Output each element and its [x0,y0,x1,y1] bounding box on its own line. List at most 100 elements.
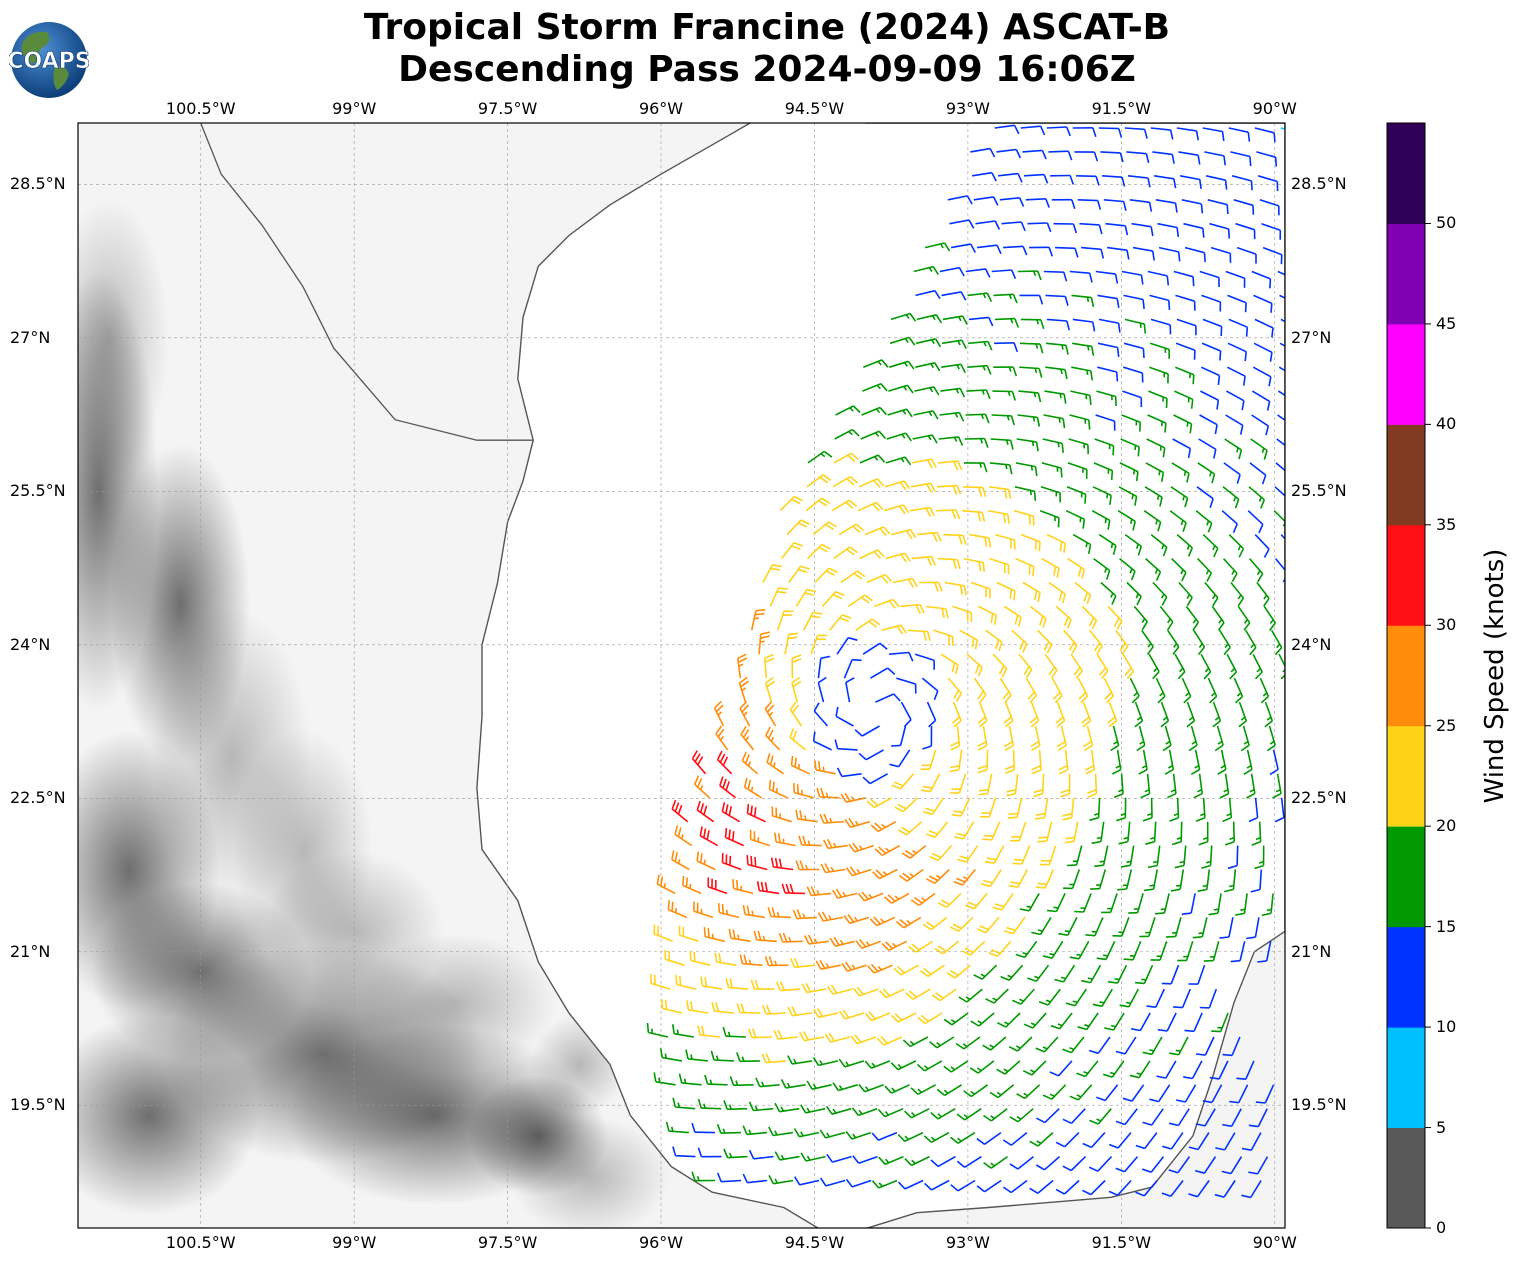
wind-barb [1093,557,1111,580]
wind-barb [1020,533,1041,552]
wind-barb [937,557,961,570]
wind-barb [1175,342,1196,360]
wind-barb [869,667,896,679]
wind-barb [1251,270,1272,289]
wind-barb [1053,222,1078,234]
wind-barb [794,1176,820,1186]
wind-barb [1134,964,1154,985]
wind-barb [1062,1036,1085,1054]
wind-barb [891,725,907,747]
colorbar-tick-label: 5 [1436,1117,1447,1137]
wind-barb [1120,438,1140,457]
lat-tick-label-right: 22.5°N [1291,788,1347,808]
wind-barb [1147,414,1167,433]
wind-barb [1202,318,1223,337]
wind-barb [764,956,789,967]
wind-barb [1098,127,1123,138]
wind-barb [967,292,993,303]
wind-barb [1124,127,1148,139]
wind-barb [1115,1156,1139,1173]
wind-barb [646,1023,669,1038]
wind-barb [1123,294,1145,310]
wind-barb [825,1105,852,1115]
wind-barb [980,869,1002,888]
wind-barb [1254,127,1276,143]
wind-barb [973,196,999,206]
colorbar-tick-label: 25 [1436,715,1457,735]
wind-barb [835,706,854,727]
wind-barb [970,147,996,158]
wind-barb [1204,151,1226,166]
wind-barb [800,1152,826,1162]
wind-barb [1228,127,1251,142]
lon-tick-label-top: 90°W [1252,99,1297,118]
wind-barb [876,1035,903,1046]
colorbar-tick-label: 0 [1436,1218,1447,1237]
wind-barb [1171,821,1183,846]
wind-barb [1138,749,1148,775]
lat-tick-label-right: 24°N [1291,634,1332,654]
wind-barb [970,581,991,599]
wind-barb [1251,390,1271,411]
wind-barb [1222,1108,1242,1128]
wind-barb [1162,725,1172,752]
wind-barb [1149,342,1170,359]
wind-barb [889,336,916,346]
wind-barb [1072,127,1097,138]
wind-barb [950,1179,976,1192]
wind-barb [768,1126,794,1137]
wind-barb [1250,869,1263,893]
wind-barb [1107,964,1128,984]
wind-barb [1196,486,1214,508]
wind-barb [1122,653,1135,680]
wind-barb [845,1178,872,1188]
wind-barb [940,387,966,398]
colorbar-bin [1387,1127,1425,1229]
wind-barb [1193,629,1206,656]
wind-barb [1022,149,1047,160]
wind-barb [994,342,1019,353]
wind-barb [885,456,912,466]
wind-barb [997,1012,1021,1028]
wind-barb [1037,629,1053,654]
wind-barb [863,359,889,368]
lat-tick-label-left: 19.5°N [10,1095,66,1115]
colorbar-bin [1387,123,1425,224]
wind-barb [789,957,815,969]
wind-barb [1195,1036,1215,1056]
wind-barb [1263,605,1277,631]
wind-barb [786,519,810,536]
wind-barb [1153,175,1177,189]
wind-barb [1227,342,1247,362]
wind-barb [1219,917,1234,939]
wind-barb [966,389,991,400]
wind-barb [1226,366,1246,386]
wind-barb [1148,653,1160,680]
wind-barb [1248,558,1264,583]
wind-barb [983,1155,1008,1169]
wind-barb [1246,917,1260,940]
wind-barb [851,1107,878,1117]
wind-barb [1253,294,1273,313]
wind-barb [1009,821,1027,842]
colorbar-tick-label: 20 [1436,816,1457,836]
wind-barb [750,979,775,990]
wind-barb [894,797,919,813]
wind-barb [944,581,967,596]
wind-barb [891,528,917,540]
wind-barb [1023,1012,1047,1029]
lon-tick-label-bottom: 90°W [1252,1233,1297,1252]
colorbar-tick-label: 35 [1436,514,1457,534]
wind-barb [1126,581,1142,606]
wind-barb [1003,725,1015,751]
wind-barb [1118,821,1131,845]
wind-barb [1261,893,1274,917]
wind-barb [725,978,749,990]
wind-barb [815,959,841,970]
wind-barb [1200,366,1221,385]
wind-barb [778,932,803,943]
wind-barb [1077,199,1102,210]
wind-barb [761,1053,786,1064]
wind-barb [985,988,1009,1004]
wind-barb [1094,438,1115,456]
